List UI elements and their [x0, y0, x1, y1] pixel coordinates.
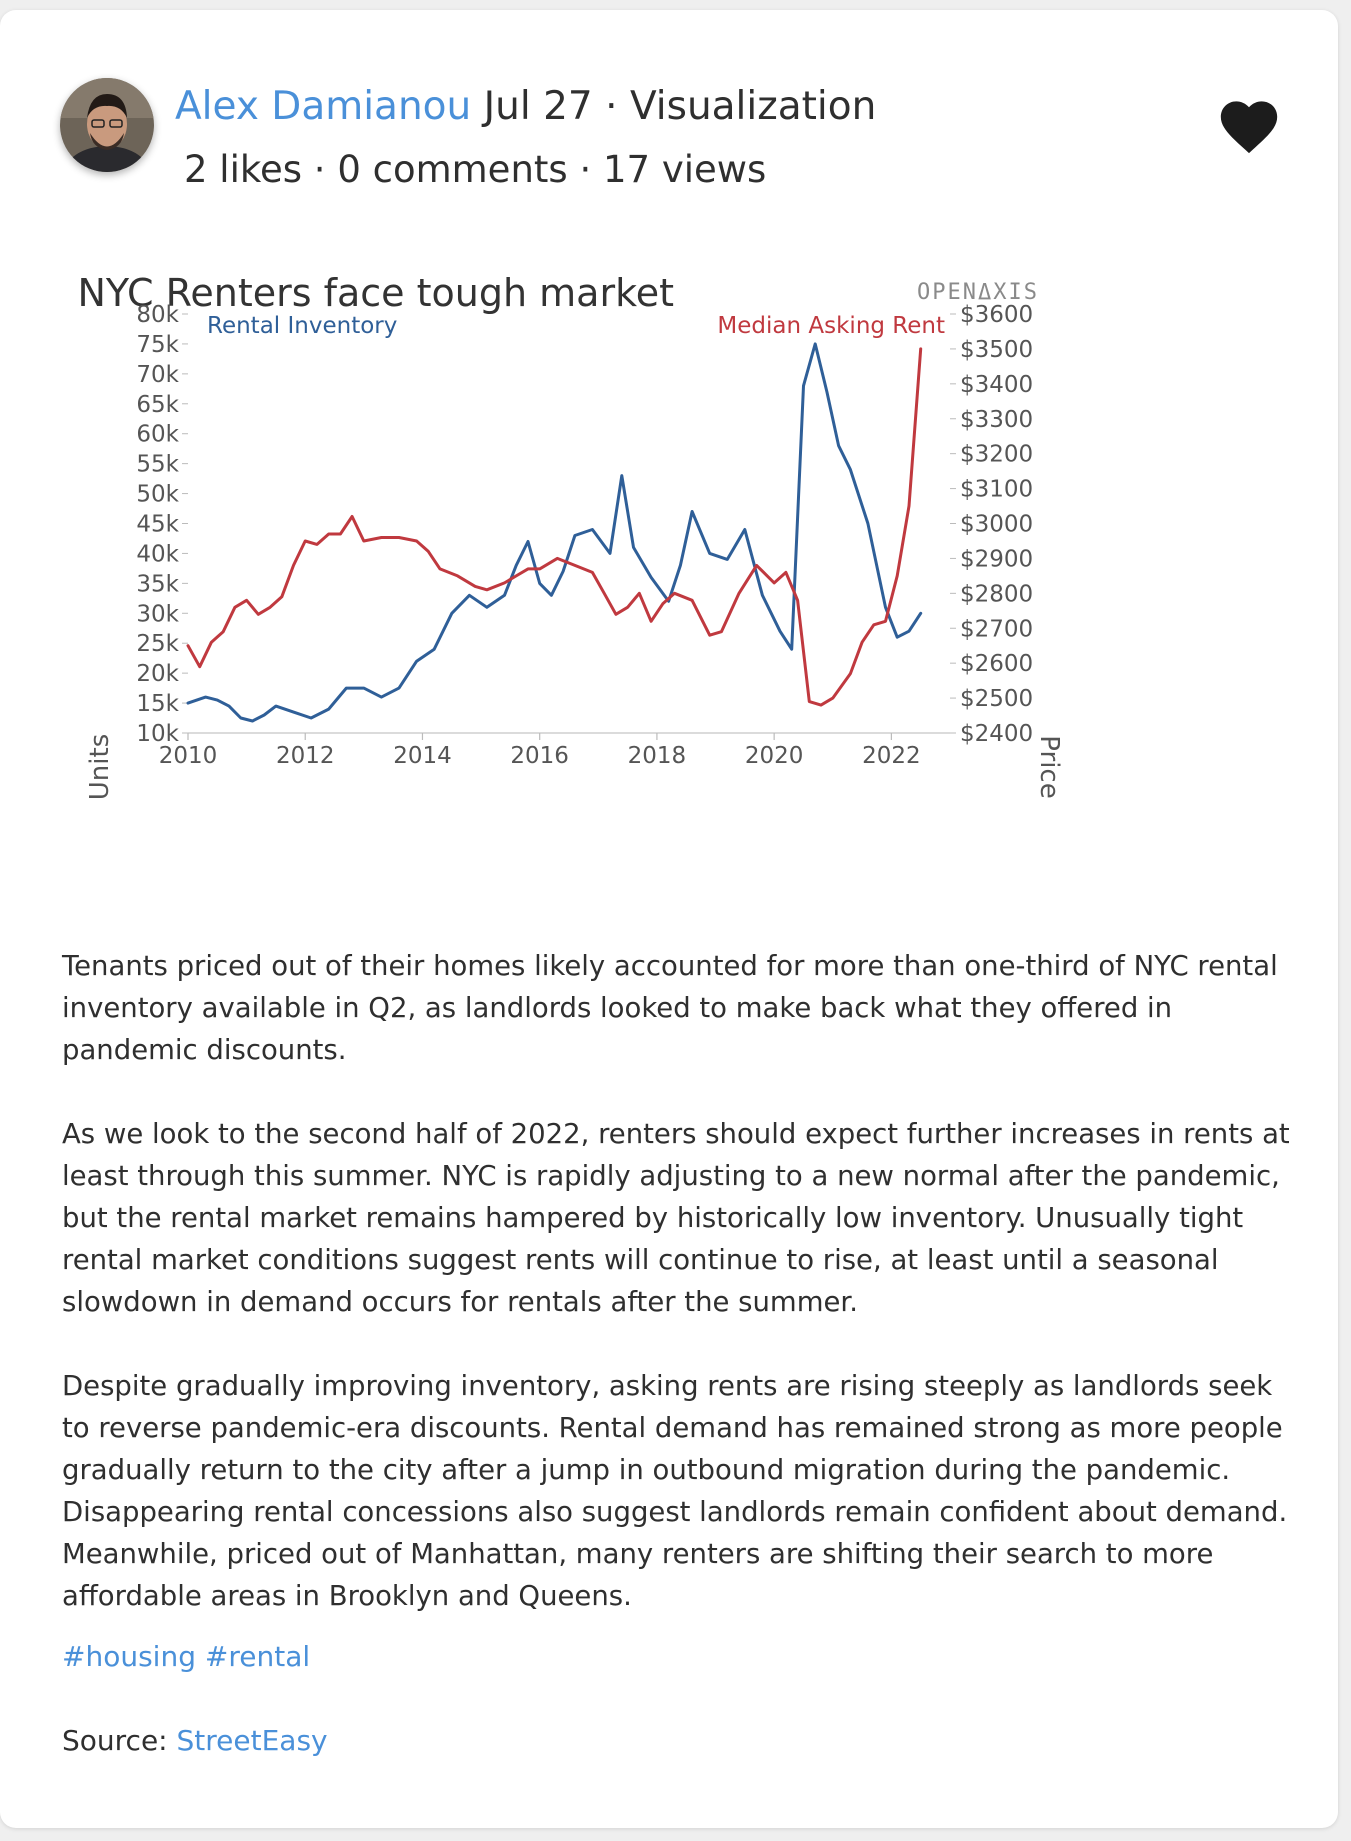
series-line-rent — [186, 347, 923, 707]
x-tick-label: 2018 — [628, 743, 687, 769]
x-tick-label: 2010 — [159, 743, 218, 769]
source-label: Source: — [62, 1724, 168, 1757]
x-tick-label: 2014 — [393, 743, 452, 769]
y-left-label: Units — [85, 734, 115, 800]
heart-icon[interactable] — [1214, 94, 1284, 156]
y-left-tick-label: 80k — [136, 302, 179, 328]
y-right-tick-label: $2600 — [960, 651, 1033, 677]
y-left-tick-label: 25k — [136, 631, 179, 657]
y-left-tick-label: 65k — [136, 392, 179, 418]
x-tick-label: 2016 — [510, 743, 569, 769]
x-tick-label: 2012 — [276, 743, 335, 769]
post-stats: 2 likes · 0 comments · 17 views — [184, 148, 766, 191]
y-right-tick-label: $2400 — [960, 721, 1033, 747]
y-right-tick-label: $3000 — [960, 512, 1033, 538]
legend-rent: Median Asking Rent — [717, 313, 945, 339]
y-right-tick-label: $2700 — [960, 616, 1033, 642]
y-left-tick-label: 20k — [136, 661, 179, 687]
likes-count: 2 likes — [184, 148, 303, 191]
user-avatar[interactable] — [60, 78, 154, 172]
y-left-tick-label: 55k — [136, 452, 179, 478]
post-header: Alex Damianou Jul 27 · Visualization — [175, 84, 876, 129]
y-right-tick-label: $3600 — [960, 302, 1033, 328]
y-right-tick-label: $2800 — [960, 581, 1033, 607]
y-left-tick-label: 30k — [136, 601, 179, 627]
y-right-tick-label: $3300 — [960, 407, 1033, 433]
plot-area: 10k 15k 20k 25k 30k 35k 40k 45k 50k 55k 60k 65k 70k 7… — [136, 302, 1033, 769]
y-right-tick-label: $3400 — [960, 372, 1033, 398]
paragraph: As we look to the second half of 2022, r… — [62, 1118, 1290, 1318]
y-left-tick-label: 15k — [136, 691, 179, 717]
y-left-tick-label: 60k — [136, 422, 179, 448]
y-left-tick-label: 50k — [136, 482, 179, 508]
post-category[interactable]: Visualization — [629, 84, 877, 129]
series-line-inventory — [186, 342, 923, 723]
chart-title: NYC Renters face tough market — [78, 271, 675, 315]
y-left-tick-label: 70k — [136, 362, 179, 388]
legend-inventory: Rental Inventory — [207, 313, 397, 339]
post-body: Tenants priced out of their homes likely… — [62, 945, 1292, 1659]
y-right-tick-label: $3500 — [960, 337, 1033, 363]
brand-logo: OPENΔXIS — [917, 280, 1039, 305]
source-link[interactable]: StreetEasy — [176, 1724, 328, 1757]
y-right-tick-label: $2900 — [960, 546, 1033, 572]
comments-count[interactable]: 0 comments — [337, 148, 568, 191]
tag-list: #housing #rental — [62, 1640, 310, 1673]
post-date: Jul 27 — [483, 84, 593, 129]
tag-housing[interactable]: #housing — [62, 1640, 196, 1673]
y-right-tick-label: $3100 — [960, 477, 1033, 503]
views-count: 17 views — [602, 148, 767, 191]
chart: NYC Renters face tough market OPENΔXIS U… — [78, 271, 1065, 800]
y-right-tick-label: $2500 — [960, 686, 1033, 712]
separator: · — [605, 84, 618, 129]
separator: · — [313, 148, 326, 191]
y-right-tick-label: $3200 — [960, 442, 1033, 468]
y-left-tick-label: 40k — [136, 541, 179, 567]
y-left-tick-label: 75k — [136, 332, 179, 358]
post-card: Alex Damianou Jul 27 · Visualization 2 l… — [0, 10, 1338, 1828]
separator: · — [579, 148, 592, 191]
source-line: Source: StreetEasy — [62, 1724, 328, 1757]
y-left-tick-label: 10k — [136, 721, 179, 747]
y-left-tick-label: 35k — [136, 571, 179, 597]
y-left-tick-label: 45k — [136, 512, 179, 538]
y-right-label: Price — [1034, 735, 1064, 798]
paragraph: Despite gradually improving inventory, a… — [62, 1370, 1288, 1612]
author-name[interactable]: Alex Damianou — [175, 84, 472, 129]
tag-rental[interactable]: #rental — [204, 1640, 311, 1673]
paragraph: Tenants priced out of their homes likely… — [62, 950, 1278, 1066]
x-tick-label: 2020 — [745, 743, 804, 769]
x-tick-label: 2022 — [862, 743, 921, 769]
